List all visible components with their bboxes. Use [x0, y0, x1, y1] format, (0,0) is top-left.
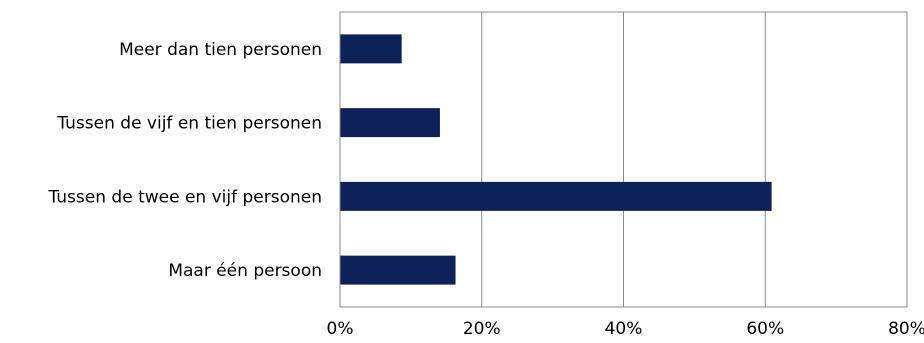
category-labels: Meer dan tien personen Tussen de vijf en … — [47, 40, 322, 281]
x-tick-label: 0% — [327, 319, 354, 339]
x-tick-labels: 0% 20% 40% 60% 80% — [327, 319, 924, 339]
category-label: Tussen de vijf en tien personen — [56, 114, 322, 134]
x-tick-label: 40% — [605, 319, 643, 339]
x-tick-label: 20% — [463, 319, 501, 339]
x-tick-label: 80% — [888, 319, 924, 339]
bar — [340, 255, 456, 285]
bar — [340, 181, 772, 211]
category-label: Maar één persoon — [168, 261, 322, 281]
category-label: Meer dan tien personen — [119, 40, 322, 60]
x-tick-label: 60% — [746, 319, 784, 339]
bar — [340, 108, 440, 138]
bar — [340, 34, 402, 64]
category-label: Tussen de twee en vijf personen — [47, 187, 322, 207]
bars — [340, 34, 772, 285]
plot-area-frame — [339, 11, 908, 308]
